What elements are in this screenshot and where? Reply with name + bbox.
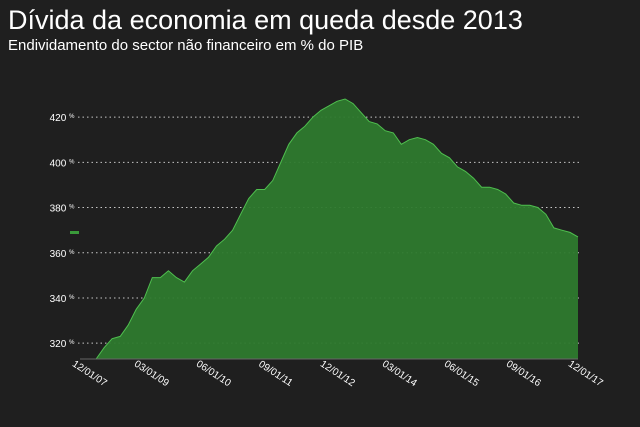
y-tick-label: 420 % — [50, 113, 75, 124]
chart-title: Dívida da economia em queda desde 2013 — [8, 5, 523, 35]
x-tick-label: 06/01/15 — [442, 359, 481, 390]
legend-marker — [70, 231, 79, 234]
x-tick-label: 12/01/07 — [70, 359, 109, 390]
y-tick-label: 360 % — [50, 249, 75, 260]
x-tick-label: 09/01/11 — [256, 359, 294, 389]
x-tick-label: 12/01/12 — [318, 359, 357, 390]
x-tick-label: 03/01/09 — [132, 359, 171, 390]
y-tick-label: 320 % — [50, 339, 75, 350]
y-tick-labels: 320 % 340 % 360 % 380 % 400 % 420 % — [50, 113, 75, 350]
x-tick-label: 06/01/10 — [194, 359, 233, 390]
x-tick-label: 03/01/14 — [380, 359, 419, 390]
series-line — [80, 98, 579, 360]
y-tick-label: 340 % — [50, 294, 75, 305]
series-area — [80, 99, 578, 359]
chart-subtitle: Endividamento do sector não financeiro e… — [8, 37, 364, 54]
y-tick-label: 400 % — [50, 158, 75, 169]
x-tick-labels: 12/01/07 03/01/09 06/01/10 09/01/11 12/01/12… — [70, 359, 605, 390]
x-tick-label: 09/01/16 — [504, 359, 543, 390]
y-tick-label: 380 % — [50, 204, 75, 215]
x-tick-label: 12/01/17 — [566, 359, 605, 390]
